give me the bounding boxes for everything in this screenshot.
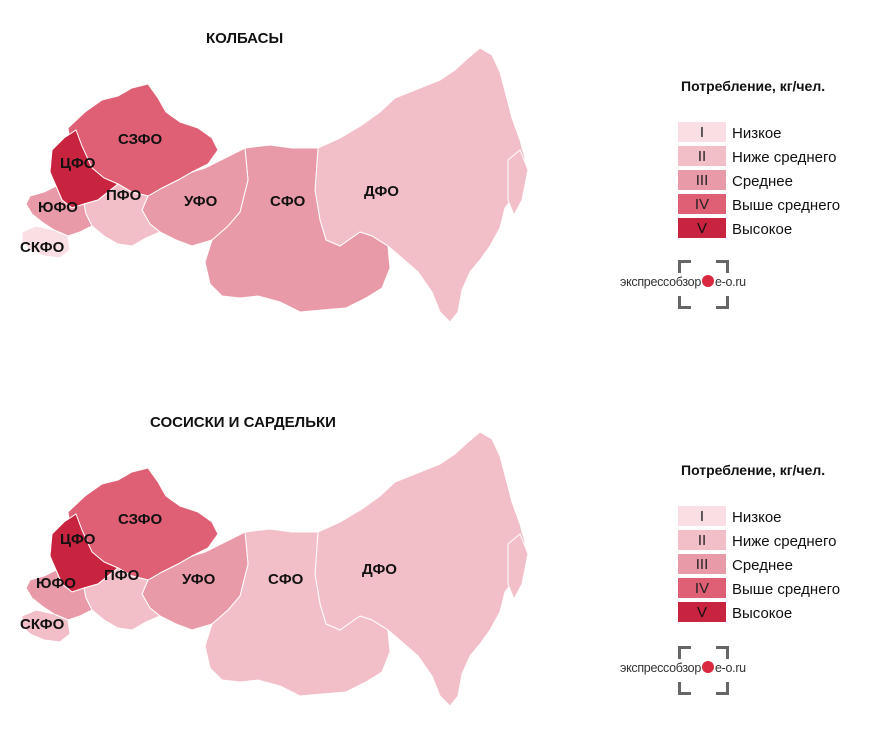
region-pfo[interactable]	[83, 183, 161, 247]
region-dfo-island	[507, 149, 529, 217]
logo-bracket-br	[716, 296, 729, 309]
region-label-skfo: СКФО	[20, 616, 65, 633]
logo-left-text: экспрессобзор	[620, 275, 701, 289]
e-o-logo: экспрессобзор e-o.ru	[620, 646, 760, 698]
logo-bracket-tl	[678, 646, 691, 659]
legend-swatch: IV	[678, 194, 726, 216]
logo-text: экспрессобзор e-o.ru	[620, 661, 746, 675]
region-label-cfo: ЦФО	[60, 531, 96, 548]
legend-title: Потребление, кг/чел.	[681, 78, 826, 94]
region-label-pfo: ПФО	[104, 567, 140, 584]
russia-map: ЦФО СЗФО ЮФО СКФО ПФО УФО СФО ДФО	[20, 431, 529, 707]
legend-item: V Высокое	[678, 218, 792, 240]
legend-label: Высокое	[732, 604, 793, 622]
legend-label: Выше среднего	[732, 580, 841, 598]
region-label-ufo: УФО	[184, 193, 218, 210]
region-label-sfo: СФО	[268, 571, 304, 588]
legend-item: I Низкое	[678, 122, 782, 144]
legend-item: III Среднее	[678, 554, 793, 576]
legend-item: II Ниже среднего	[678, 530, 836, 552]
legend-item: IV Выше среднего	[678, 578, 840, 600]
region-label-sfo: СФО	[270, 193, 306, 210]
legend-label: Высокое	[732, 220, 793, 238]
russia-map: ЦФО СЗФО ЮФО СКФО ПФО УФО СФО ДФО	[20, 47, 529, 323]
legend-label: Ниже среднего	[732, 148, 837, 166]
logo-left-text: экспрессобзор	[620, 661, 701, 675]
legend-label: Низкое	[732, 508, 782, 526]
region-label-szfo: СЗФО	[118, 511, 162, 528]
region-sfo[interactable]	[204, 144, 391, 313]
legend-swatch: II	[678, 530, 726, 552]
region-skfo[interactable]	[21, 609, 71, 643]
logo-dot-icon	[701, 275, 714, 287]
legend-label: Среднее	[732, 172, 793, 190]
logo-bracket-bl	[678, 296, 691, 309]
map-panel-sausages: КОЛБАСЫ ЦФО СЗФО ЮФО СКФО ПФО УФО СФО ДФ…	[0, 0, 889, 360]
legend-item: III Среднее	[678, 170, 793, 192]
legend-label: Выше среднего	[732, 196, 841, 214]
legend-item: II Ниже среднего	[678, 146, 836, 168]
region-label-dfo: ДФО	[362, 561, 397, 578]
region-label-skfo: СКФО	[20, 239, 65, 256]
legend-label: Ниже среднего	[732, 532, 837, 550]
logo-bracket-bl	[678, 682, 691, 695]
logo-right-text: e-o.ru	[714, 661, 746, 675]
logo-bracket-tl	[678, 260, 691, 273]
region-label-szfo: СЗФО	[118, 131, 162, 148]
logo-dot-icon	[701, 661, 714, 673]
legend-swatch: V	[678, 218, 726, 240]
legend-swatch: III	[678, 170, 726, 192]
legend-swatch: III	[678, 554, 726, 576]
logo-right-text: e-o.ru	[714, 275, 746, 289]
legend-label: Низкое	[732, 124, 782, 142]
region-label-pfo: ПФО	[106, 187, 142, 204]
legend-item: I Низкое	[678, 506, 782, 528]
region-label-ufo: УФО	[182, 571, 216, 588]
logo-bracket-br	[716, 682, 729, 695]
map-panel-frankfurters: СОСИСКИ И САРДЕЛЬКИ ЦФО СЗФО ЮФО СКФО ПФ…	[0, 384, 889, 744]
legend-item: IV Выше среднего	[678, 194, 840, 216]
region-label-yufo: ЮФО	[38, 199, 78, 216]
legend-item: V Высокое	[678, 602, 792, 624]
legend-title: Потребление, кг/чел.	[681, 462, 826, 478]
legend-label: Среднее	[732, 556, 793, 574]
region-skfo[interactable]	[21, 225, 71, 259]
region-label-cfo: ЦФО	[60, 155, 96, 172]
legend-swatch: V	[678, 602, 726, 624]
logo-bracket-tr	[716, 260, 729, 273]
map-title: СОСИСКИ И САРДЕЛЬКИ	[150, 414, 336, 431]
legend-swatch: I	[678, 122, 726, 144]
e-o-logo: экспрессобзор e-o.ru	[620, 260, 760, 312]
region-yufo[interactable]	[25, 569, 93, 621]
legend-swatch: II	[678, 146, 726, 168]
region-label-dfo: ДФО	[364, 183, 399, 200]
region-label-yufo: ЮФО	[36, 575, 76, 592]
region-dfo-island	[507, 533, 529, 601]
region-pfo[interactable]	[83, 567, 161, 631]
logo-text: экспрессобзор e-o.ru	[620, 275, 746, 289]
region-sfo[interactable]	[204, 528, 391, 697]
legend-swatch: IV	[678, 578, 726, 600]
logo-bracket-tr	[716, 646, 729, 659]
region-yufo[interactable]	[25, 185, 93, 237]
legend-swatch: I	[678, 506, 726, 528]
map-title: КОЛБАСЫ	[206, 30, 284, 47]
